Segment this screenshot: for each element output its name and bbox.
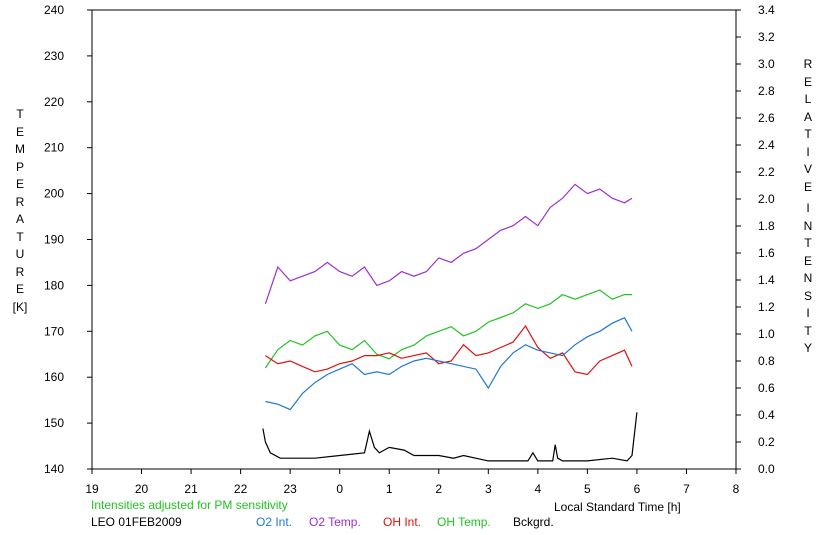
right-tick-label: 1.4 — [758, 273, 775, 287]
right-axis-letter: E — [803, 74, 812, 89]
series-line — [264, 289, 632, 369]
right-tick-label: 0.6 — [758, 381, 775, 395]
series-line — [264, 183, 633, 304]
right-axis-letter: N — [803, 218, 813, 233]
left-axis-title: T E M P E R A T U R E — [12, 106, 28, 299]
left-axis-letter: U — [15, 247, 25, 261]
left-axis-letter: E — [15, 177, 24, 191]
right-tick-label: 0.4 — [758, 408, 775, 422]
legend-oh-temp: OH Temp. — [437, 515, 491, 529]
right-axis-letter: R — [803, 57, 813, 71]
right-axis: 0.0 0.2 0.4 0.6 0.8 1.0 1.2 1.4 1.6 1.8 2.0 2.2 2.4 2… — [736, 3, 775, 476]
x-tick-label: 22 — [234, 482, 248, 496]
annotation-note: Intensities adjusted for PM sensitivity — [91, 498, 288, 512]
right-axis-letter: E — [803, 253, 812, 268]
left-tick-label: 190 — [44, 233, 64, 247]
left-axis-letter: R — [15, 194, 25, 209]
x-tick-label: 8 — [733, 482, 740, 496]
right-tick-label: 2.6 — [758, 111, 775, 125]
series-line — [262, 412, 638, 462]
right-axis-letter: I — [806, 201, 810, 215]
right-axis-title-word1: R E L A T I V E — [800, 56, 816, 196]
x-tick-label: 5 — [584, 482, 591, 496]
right-tick-label: 2.8 — [758, 84, 775, 98]
x-tick-label: 4 — [535, 482, 542, 496]
right-tick-label: 3.4 — [758, 3, 775, 17]
left-tick-label: 230 — [44, 49, 64, 63]
right-tick-label: 1.2 — [758, 300, 775, 314]
left-tick-label: 220 — [44, 95, 64, 109]
left-tick-label: 150 — [44, 416, 64, 430]
x-tick-label: 2 — [435, 482, 442, 496]
left-tick-label: 160 — [44, 370, 64, 384]
right-axis-letter: T — [804, 127, 812, 141]
x-tick-label: 7 — [683, 482, 690, 496]
right-axis-letter: N — [803, 271, 813, 285]
right-axis-letter: I — [806, 306, 810, 320]
left-axis-letter: A — [15, 212, 24, 226]
right-tick-label: 1.0 — [758, 327, 775, 341]
x-tick-label: 23 — [283, 482, 297, 496]
legend-o2-temp: O2 Temp. — [309, 515, 361, 529]
right-tick-label: 3.2 — [758, 30, 775, 44]
x-tick-label: 1 — [386, 482, 393, 496]
legend-o2-int: O2 Int. — [256, 515, 293, 529]
x-axis-title: Local Standard Time [h] — [554, 500, 681, 514]
legend-oh-int: OH Int. — [383, 515, 422, 529]
series-layer — [262, 183, 638, 462]
right-tick-label: 3.0 — [758, 57, 775, 71]
x-tick-label: 0 — [336, 482, 343, 496]
x-tick-label: 20 — [135, 482, 149, 496]
left-tick-label: 170 — [44, 324, 64, 338]
series-line — [265, 317, 633, 411]
left-axis-letter: P — [15, 159, 24, 174]
right-tick-label: 2.2 — [758, 165, 775, 179]
left-axis-letter: E — [15, 124, 24, 139]
right-tick-label: 2.4 — [758, 138, 775, 152]
right-axis-letter: T — [804, 323, 812, 338]
left-tick-label: 210 — [44, 141, 64, 155]
x-axis: 19 20 21 22 23 0 1 2 3 4 5 6 7 8 — [85, 469, 740, 496]
right-axis-letter: A — [803, 109, 812, 124]
right-axis-letter: L — [804, 92, 812, 106]
left-tick-label: 240 — [44, 3, 64, 17]
right-tick-label: 1.6 — [758, 246, 775, 260]
x-tick-label: 3 — [485, 482, 492, 496]
right-axis-title-word2: I N T E N S I T Y — [800, 200, 816, 358]
x-tick-label: 21 — [184, 482, 198, 496]
left-tick-label: 180 — [44, 278, 64, 292]
left-axis-letter: E — [15, 282, 24, 296]
plot-frame — [91, 9, 737, 470]
left-axis-letter: M — [15, 142, 25, 156]
right-axis-letter: V — [803, 162, 812, 176]
right-tick-label: 0.0 — [758, 462, 775, 476]
left-axis-letter: T — [16, 107, 24, 121]
right-tick-label: 0.2 — [758, 435, 775, 449]
left-axis: 140 150 160 170 180 190 200 210 220 230 240 — [44, 3, 92, 476]
right-tick-label: 1.8 — [758, 219, 775, 233]
left-axis-letter: R — [15, 264, 25, 279]
legend-bckgrd: Bckgrd. — [513, 515, 554, 529]
x-tick-label: 6 — [634, 482, 641, 496]
left-tick-label: 140 — [44, 462, 64, 476]
left-tick-label: 200 — [44, 187, 64, 201]
right-axis-letter: I — [806, 144, 810, 159]
right-tick-label: 0.8 — [758, 354, 775, 368]
right-axis-letter: Y — [803, 341, 812, 355]
right-axis-letter: E — [803, 179, 812, 194]
right-axis-letter: S — [803, 288, 812, 303]
station-label: LEO 01FEB2009 — [91, 515, 182, 529]
right-axis-letter: T — [804, 236, 812, 250]
left-axis-letter: T — [16, 229, 24, 244]
left-axis-unit: [K] — [12, 300, 28, 314]
x-tick-label: 19 — [85, 482, 99, 496]
series-line — [265, 324, 633, 376]
right-tick-label: 2.0 — [758, 192, 775, 206]
